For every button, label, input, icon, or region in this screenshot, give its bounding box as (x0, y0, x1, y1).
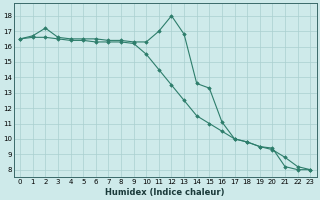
X-axis label: Humidex (Indice chaleur): Humidex (Indice chaleur) (106, 188, 225, 197)
